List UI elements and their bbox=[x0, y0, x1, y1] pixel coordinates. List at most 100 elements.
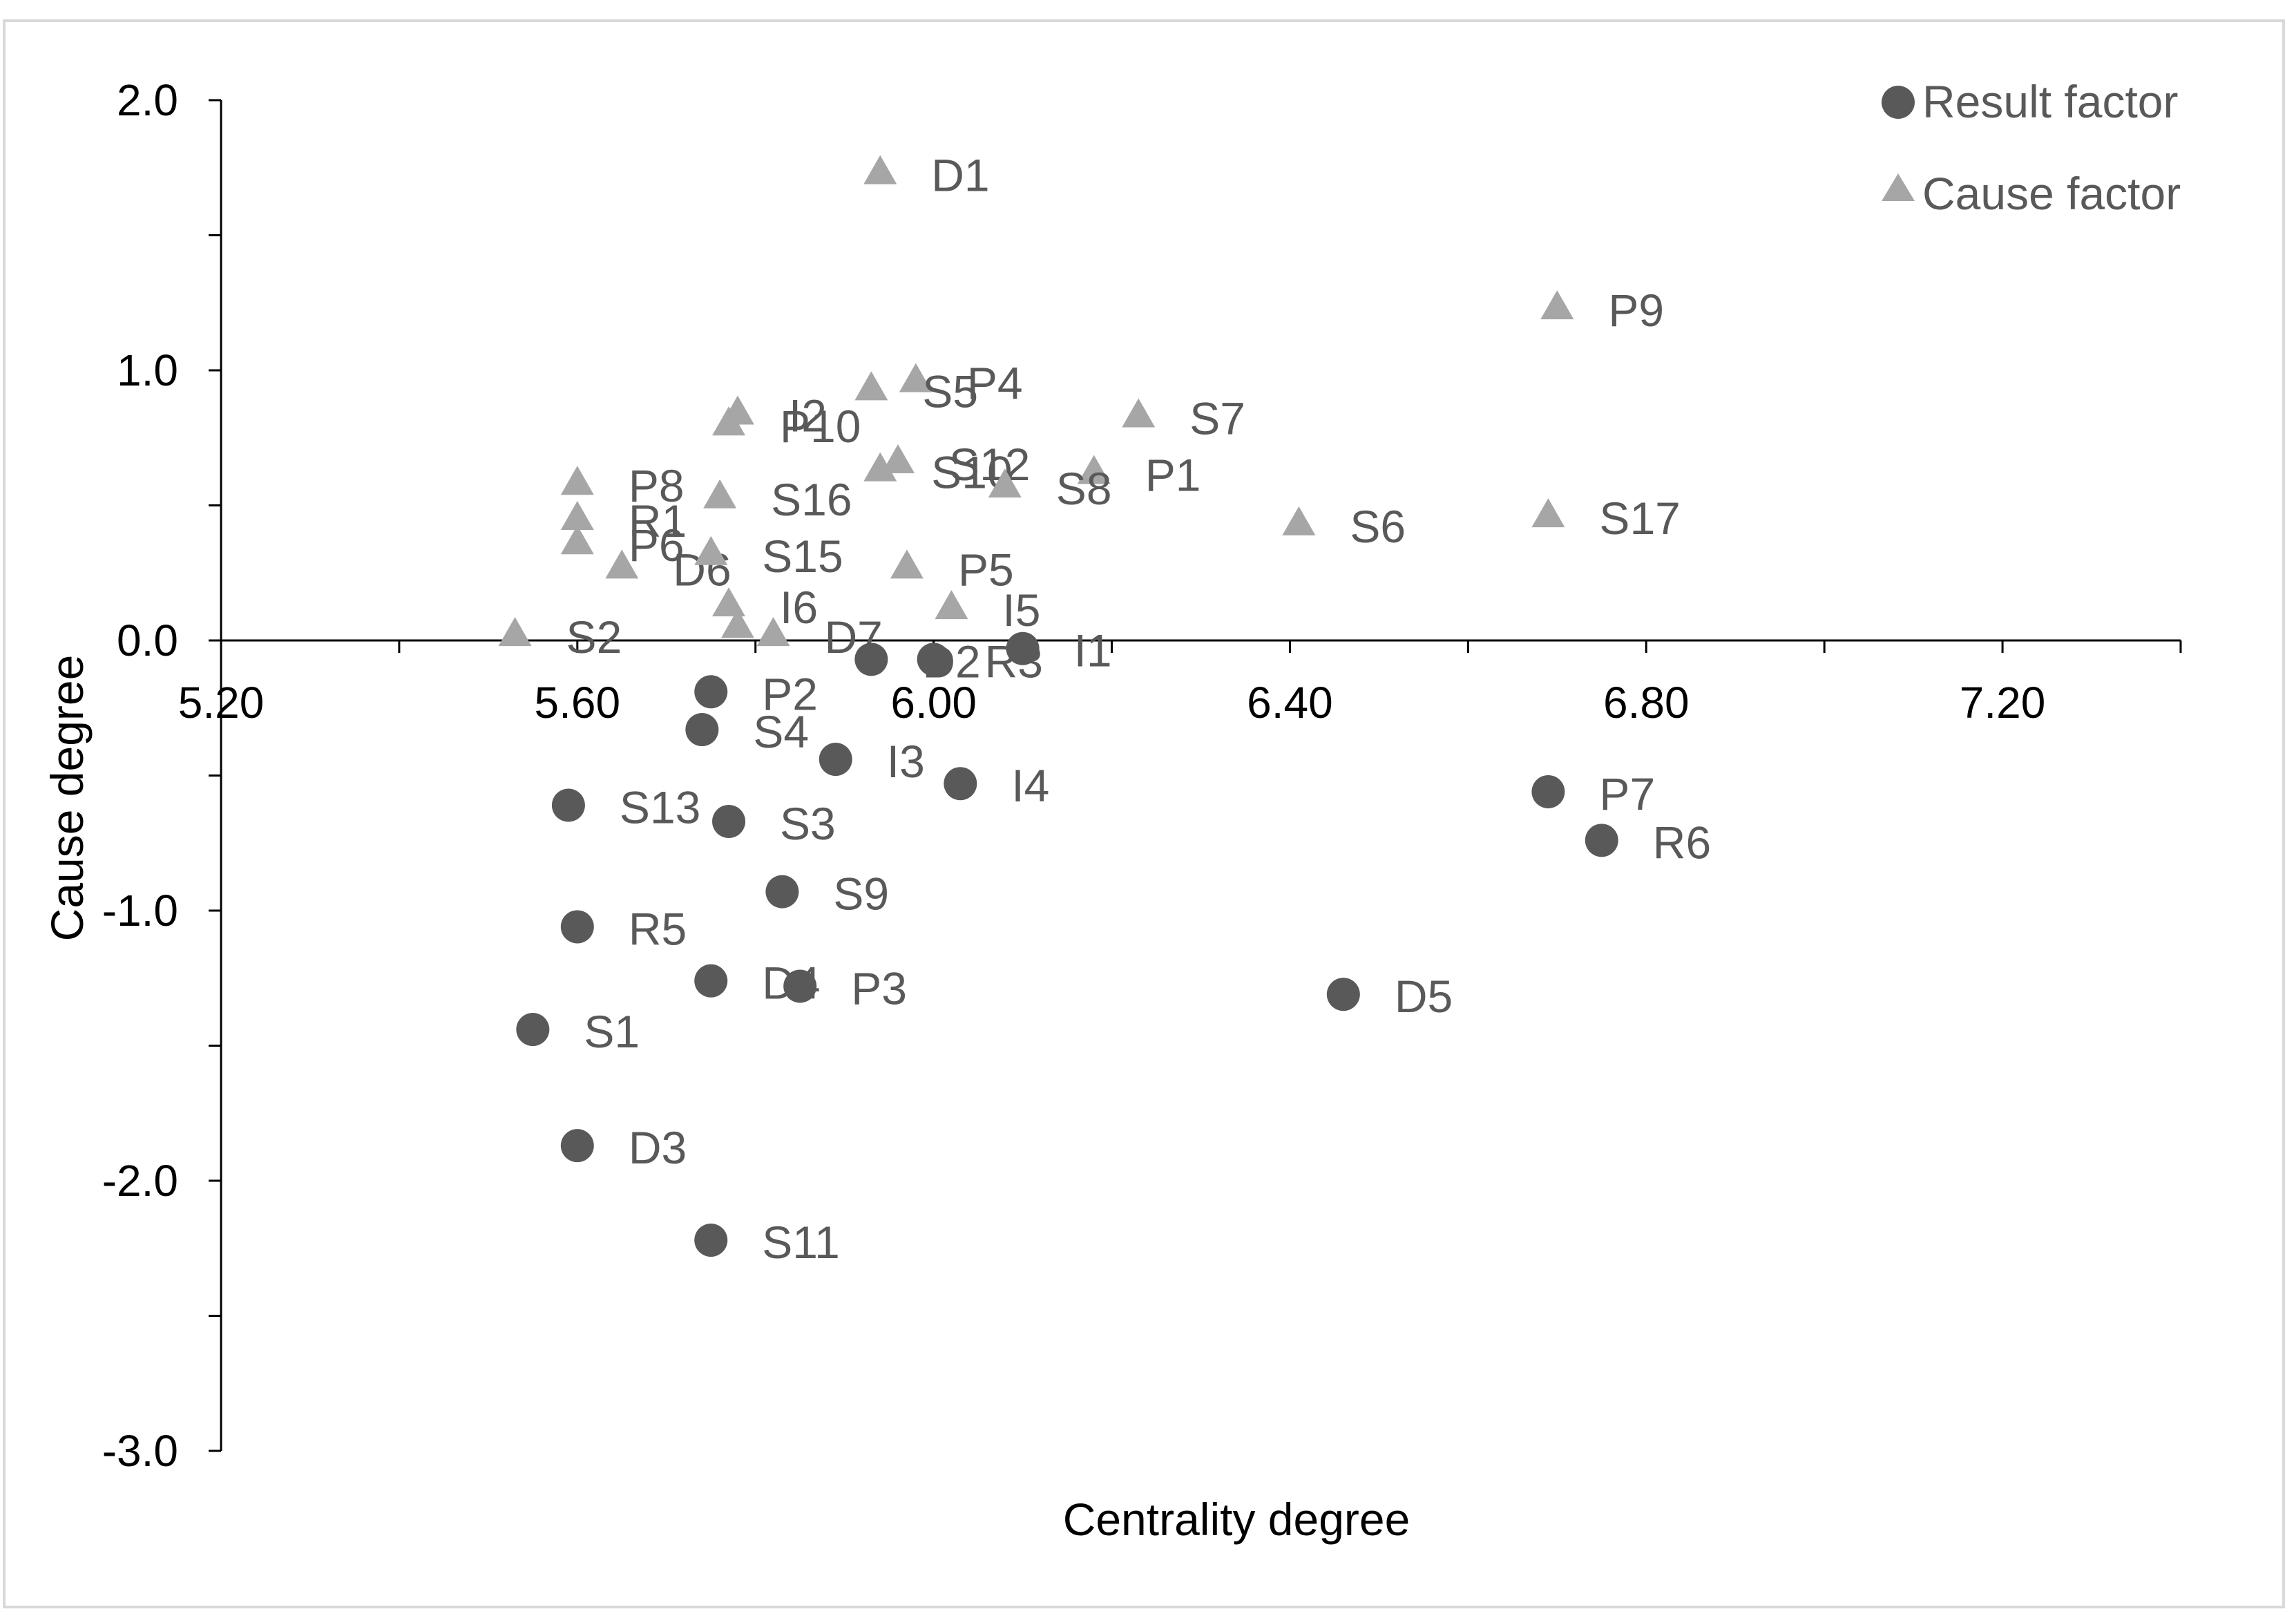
cause-factor-point bbox=[1540, 290, 1574, 320]
cause-factor-point bbox=[756, 617, 790, 647]
point-label: S9 bbox=[833, 868, 889, 920]
point-label: S4 bbox=[753, 706, 809, 757]
point-label: D5 bbox=[1395, 971, 1453, 1022]
point-label: P7 bbox=[1599, 768, 1655, 819]
cause-factor-point bbox=[1531, 498, 1565, 528]
result-factor-point bbox=[560, 1129, 594, 1163]
y-tick-label: 1.0 bbox=[117, 345, 178, 395]
cause-factor-point bbox=[890, 549, 924, 579]
point-label: P9 bbox=[1608, 285, 1664, 336]
result-factor-point bbox=[944, 767, 977, 801]
y-tick-label: -3.0 bbox=[102, 1426, 178, 1476]
legend-label-result: Result factor bbox=[1922, 76, 2178, 127]
point-label: S6 bbox=[1350, 501, 1406, 552]
point-label: I3 bbox=[887, 736, 925, 787]
point-label: I2 bbox=[789, 390, 827, 441]
point-label: S5 bbox=[922, 365, 978, 417]
result-factor-point bbox=[694, 964, 728, 998]
x-tick-label: 6.40 bbox=[1247, 678, 1333, 728]
result-factor-point bbox=[854, 643, 888, 676]
point-label: S8 bbox=[1056, 463, 1112, 514]
cause-factor-point bbox=[560, 466, 594, 495]
point-label: I6 bbox=[780, 582, 818, 633]
y-tick-label: 0.0 bbox=[117, 616, 178, 665]
result-factor-point bbox=[685, 713, 719, 747]
result-factor-point bbox=[560, 910, 594, 944]
cause-factor-point bbox=[1282, 506, 1316, 535]
x-tick-label: 5.60 bbox=[535, 678, 621, 728]
point-label: R6 bbox=[1653, 817, 1711, 868]
point-label: I5 bbox=[1002, 584, 1040, 636]
y-tick-label: 2.0 bbox=[117, 75, 178, 125]
legend: Result factor Cause factor bbox=[1882, 76, 2181, 219]
point-label: S2 bbox=[566, 611, 622, 663]
point-label: P1 bbox=[1145, 450, 1201, 501]
point-label: S7 bbox=[1189, 392, 1245, 444]
x-tick-label: 6.80 bbox=[1603, 678, 1690, 728]
point-label: I4 bbox=[1011, 760, 1049, 811]
legend-label-cause: Cause factor bbox=[1922, 168, 2181, 219]
legend-marker-cause bbox=[1882, 173, 1915, 201]
result-factor-point bbox=[551, 788, 585, 822]
y-tick-label: -1.0 bbox=[102, 886, 178, 935]
point-label: I1 bbox=[1074, 625, 1112, 676]
legend-marker-result bbox=[1882, 86, 1915, 119]
cause-factor-point bbox=[854, 371, 888, 401]
point-label: P3 bbox=[851, 962, 907, 1014]
point-label: S3 bbox=[780, 798, 836, 849]
result-factor-point bbox=[1531, 774, 1565, 808]
cause-factor-point bbox=[720, 609, 754, 638]
x-tick-label: 5.20 bbox=[178, 678, 265, 728]
point-label: S16 bbox=[771, 474, 852, 525]
result-factor-point bbox=[765, 875, 799, 909]
point-label: S15 bbox=[762, 531, 843, 582]
result-factor-point bbox=[694, 1224, 728, 1257]
point-label: P10 bbox=[780, 401, 861, 452]
result-factor-point bbox=[783, 969, 817, 1003]
point-label: S13 bbox=[620, 782, 700, 833]
cause-factor-point bbox=[881, 444, 915, 473]
cause-factor-point bbox=[560, 501, 594, 531]
cause-factor-point bbox=[1077, 455, 1111, 484]
x-tick-label: 7.20 bbox=[1960, 678, 2046, 728]
cause-factor-point bbox=[560, 525, 594, 555]
axes: 2.0 1.0 0.0 -1.0 -2.0 -3.0 5.20 5.60 6.00 6.40 6.8… bbox=[102, 75, 2182, 1476]
point-label: R1 bbox=[629, 495, 687, 546]
cause-factor-point bbox=[703, 479, 737, 508]
x-tick-label: 6.00 bbox=[890, 678, 977, 728]
y-tick-label: -2.0 bbox=[102, 1156, 178, 1206]
cause-factor-point bbox=[988, 468, 1022, 498]
result-factor-point bbox=[917, 643, 950, 676]
y-axis-title: Cause degree bbox=[41, 655, 93, 942]
result-factor-point bbox=[1585, 824, 1618, 857]
result-factor-point bbox=[516, 1013, 550, 1047]
point-label: P8 bbox=[629, 460, 685, 511]
point-label: D1 bbox=[931, 150, 989, 201]
cause-factor-point bbox=[863, 155, 897, 184]
cause-factor-point bbox=[863, 452, 897, 482]
point-label: P4 bbox=[967, 358, 1023, 409]
point-label: S12 bbox=[949, 439, 1030, 490]
point-label: S11 bbox=[762, 1217, 840, 1268]
x-axis-title: Centrality degree bbox=[1063, 1494, 1410, 1545]
point-label: P5 bbox=[958, 544, 1014, 595]
result-factor-point bbox=[712, 804, 746, 838]
cause-factor-point bbox=[694, 535, 728, 565]
chart-frame bbox=[3, 19, 2285, 1608]
point-label: D7 bbox=[825, 611, 883, 663]
result-factor-point bbox=[694, 675, 728, 709]
cause-factor-point bbox=[899, 363, 932, 392]
result-factor-point bbox=[1006, 631, 1040, 665]
result-factor-point bbox=[819, 743, 852, 777]
point-label: D3 bbox=[629, 1122, 687, 1173]
cause-factor-point bbox=[605, 549, 639, 579]
cause-factor-point bbox=[935, 590, 968, 620]
point-label: S1 bbox=[584, 1006, 640, 1057]
cause-factor-point bbox=[712, 406, 746, 436]
point-label: P2 bbox=[762, 668, 818, 719]
cause-factor-point bbox=[1122, 398, 1156, 428]
point-label: P6 bbox=[629, 520, 685, 571]
cause-factor-point bbox=[498, 617, 532, 647]
result-factor-point bbox=[1326, 978, 1360, 1011]
